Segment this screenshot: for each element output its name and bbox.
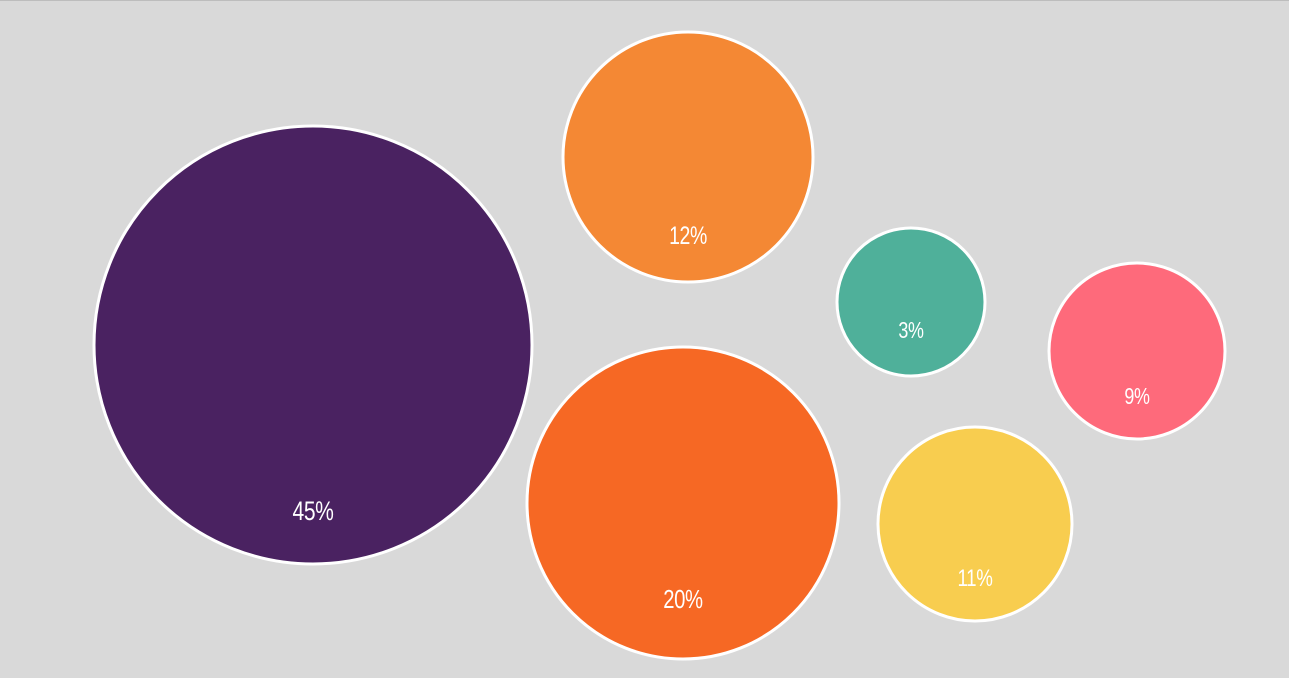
top-border-line [0, 0, 1289, 1]
bubble-circle [835, 226, 987, 378]
bubble-value-label: 11% [958, 565, 993, 592]
bubble-group: 45% 20% 12% 11% 9% 3% [92, 30, 1227, 661]
bubble-value-label: 20% [663, 585, 702, 614]
bubble-value-label: 3% [898, 318, 923, 344]
bubble: 45% [92, 124, 534, 566]
bubble-circle [876, 425, 1074, 623]
bubble: 3% [835, 226, 987, 378]
bubble-circle [525, 345, 841, 661]
bubble-value-label: 12% [669, 222, 707, 250]
bubble-value-label: 9% [1124, 384, 1149, 410]
bubble: 9% [1047, 261, 1227, 441]
bubble-value-label: 45% [293, 497, 334, 527]
bubble-circle [92, 124, 534, 566]
bubble: 20% [525, 345, 841, 661]
bubble-circle [1047, 261, 1227, 441]
bubble: 12% [561, 30, 815, 284]
bubble-circle [561, 30, 815, 284]
bubble: 11% [876, 425, 1074, 623]
